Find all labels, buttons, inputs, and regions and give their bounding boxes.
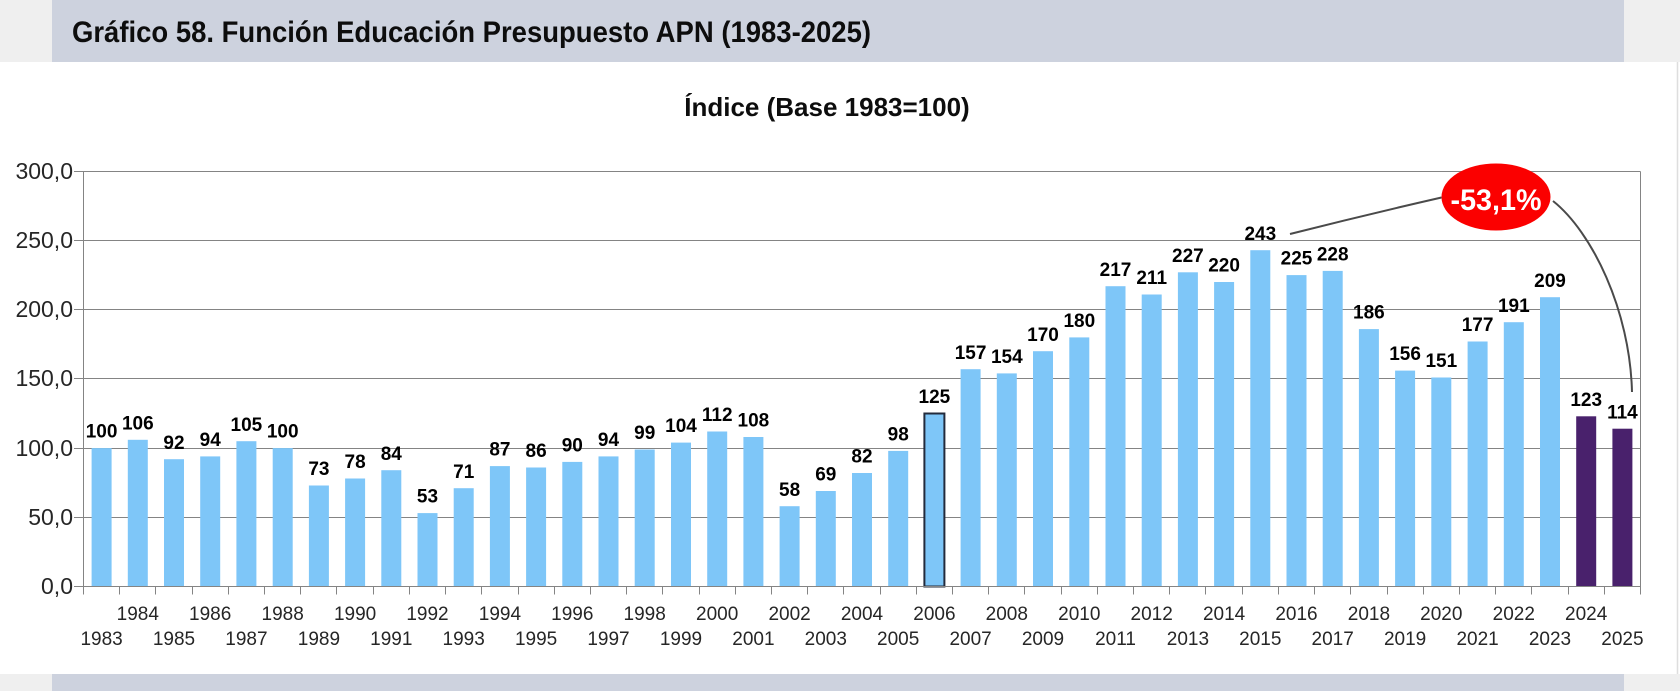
svg-text:100: 100: [86, 422, 118, 443]
svg-text:1983: 1983: [80, 629, 122, 650]
svg-text:2009: 2009: [1022, 629, 1064, 650]
svg-text:1984: 1984: [117, 604, 160, 625]
svg-text:186: 186: [1353, 303, 1385, 324]
svg-text:1995: 1995: [515, 629, 557, 650]
svg-text:154: 154: [991, 347, 1023, 368]
svg-text:0,0: 0,0: [41, 573, 73, 599]
svg-text:Índice (Base 1983=100): Índice (Base 1983=100): [684, 92, 969, 122]
svg-text:1999: 1999: [660, 629, 702, 650]
svg-text:228: 228: [1317, 245, 1349, 266]
svg-text:100: 100: [267, 422, 299, 443]
svg-text:1989: 1989: [298, 629, 340, 650]
svg-text:50,0: 50,0: [28, 504, 73, 530]
svg-text:2011: 2011: [1095, 629, 1136, 650]
svg-text:78: 78: [345, 452, 366, 473]
svg-text:1994: 1994: [479, 604, 522, 625]
svg-text:209: 209: [1534, 271, 1566, 292]
svg-text:1991: 1991: [370, 629, 412, 650]
svg-text:2017: 2017: [1312, 629, 1354, 650]
svg-text:2000: 2000: [696, 604, 738, 625]
svg-text:2014: 2014: [1203, 604, 1246, 625]
svg-text:94: 94: [598, 430, 620, 451]
svg-text:180: 180: [1063, 311, 1095, 332]
svg-text:2006: 2006: [913, 604, 955, 625]
svg-text:84: 84: [381, 444, 403, 465]
svg-text:200,0: 200,0: [15, 296, 73, 322]
svg-text:106: 106: [122, 413, 154, 434]
svg-text:125: 125: [919, 387, 951, 408]
svg-text:69: 69: [815, 465, 836, 486]
svg-text:114: 114: [1607, 402, 1638, 423]
svg-text:105: 105: [231, 415, 263, 436]
svg-text:2015: 2015: [1239, 629, 1281, 650]
svg-text:2001: 2001: [732, 629, 774, 650]
svg-text:1997: 1997: [587, 629, 629, 650]
svg-text:1988: 1988: [262, 604, 304, 625]
svg-text:87: 87: [489, 440, 510, 461]
svg-text:1993: 1993: [443, 629, 485, 650]
svg-text:Gráfico 58. Función Educación: Gráfico 58. Función Educación Presupuest…: [72, 16, 871, 49]
svg-text:2025: 2025: [1601, 629, 1643, 650]
svg-text:2002: 2002: [768, 604, 810, 625]
svg-text:1985: 1985: [153, 629, 195, 650]
svg-text:217: 217: [1100, 260, 1132, 281]
svg-text:243: 243: [1244, 224, 1276, 245]
svg-text:157: 157: [955, 343, 987, 364]
svg-text:53: 53: [417, 487, 438, 508]
svg-text:227: 227: [1172, 246, 1204, 267]
svg-text:86: 86: [526, 441, 547, 462]
svg-text:300,0: 300,0: [15, 158, 73, 184]
svg-text:2012: 2012: [1131, 604, 1173, 625]
svg-text:225: 225: [1281, 249, 1313, 270]
svg-text:2018: 2018: [1348, 604, 1390, 625]
svg-text:1986: 1986: [189, 604, 231, 625]
svg-text:58: 58: [779, 480, 800, 501]
svg-text:104: 104: [665, 416, 697, 437]
svg-text:151: 151: [1425, 351, 1457, 372]
svg-text:2019: 2019: [1384, 629, 1426, 650]
svg-text:2004: 2004: [841, 604, 884, 625]
svg-text:2022: 2022: [1493, 604, 1535, 625]
svg-text:1992: 1992: [406, 604, 448, 625]
svg-text:1990: 1990: [334, 604, 376, 625]
svg-text:1987: 1987: [225, 629, 267, 650]
svg-text:1996: 1996: [551, 604, 593, 625]
svg-text:112: 112: [702, 405, 733, 426]
svg-text:250,0: 250,0: [15, 227, 73, 253]
svg-text:2008: 2008: [986, 604, 1028, 625]
svg-text:170: 170: [1027, 325, 1059, 346]
svg-text:99: 99: [634, 423, 655, 444]
svg-text:2007: 2007: [949, 629, 991, 650]
svg-text:1998: 1998: [624, 604, 666, 625]
svg-text:92: 92: [163, 433, 184, 454]
svg-text:71: 71: [453, 462, 475, 483]
svg-text:73: 73: [308, 459, 329, 480]
svg-text:211: 211: [1136, 268, 1167, 289]
svg-text:2021: 2021: [1456, 629, 1498, 650]
svg-text:2020: 2020: [1420, 604, 1462, 625]
svg-text:82: 82: [851, 447, 872, 468]
svg-text:150,0: 150,0: [15, 365, 73, 391]
svg-text:2003: 2003: [805, 629, 847, 650]
svg-text:2024: 2024: [1565, 604, 1608, 625]
svg-text:156: 156: [1389, 344, 1421, 365]
svg-text:94: 94: [200, 430, 222, 451]
svg-text:123: 123: [1570, 390, 1602, 411]
svg-text:220: 220: [1208, 256, 1240, 277]
svg-text:-53,1%: -53,1%: [1451, 184, 1542, 217]
svg-text:191: 191: [1498, 296, 1530, 317]
svg-text:2005: 2005: [877, 629, 919, 650]
svg-text:90: 90: [562, 436, 583, 457]
svg-text:100,0: 100,0: [15, 435, 73, 461]
svg-text:177: 177: [1462, 315, 1494, 336]
svg-text:98: 98: [888, 425, 909, 446]
svg-text:2023: 2023: [1529, 629, 1571, 650]
svg-text:2016: 2016: [1275, 604, 1317, 625]
svg-text:2010: 2010: [1058, 604, 1100, 625]
svg-text:2013: 2013: [1167, 629, 1209, 650]
svg-text:108: 108: [738, 411, 770, 432]
